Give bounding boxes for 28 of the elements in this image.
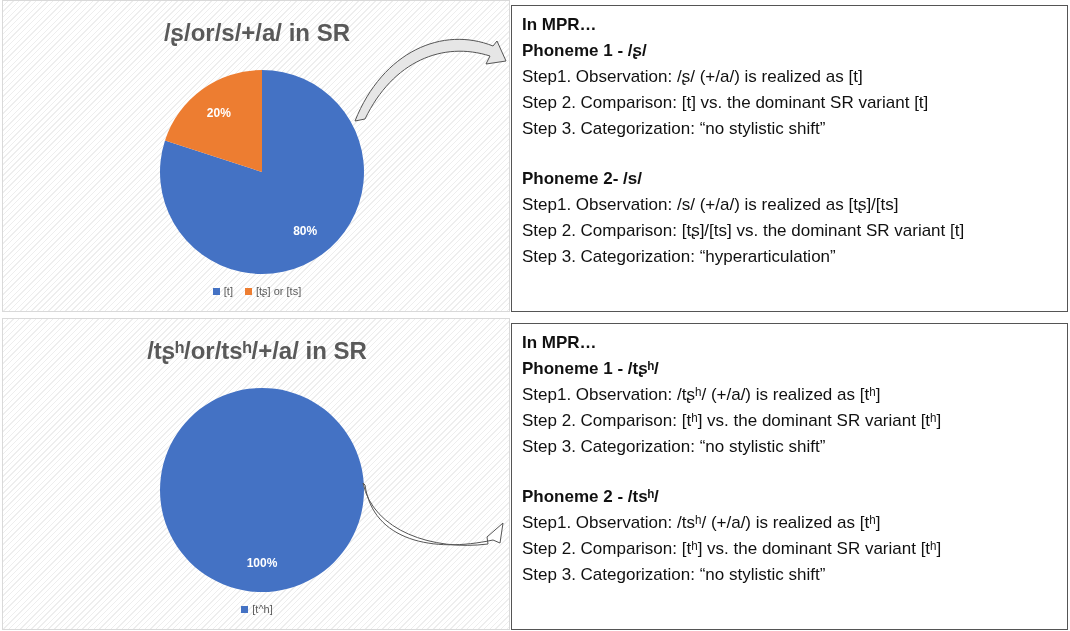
data-label: 100% [246, 556, 278, 571]
chart-title: /tʂʰ/or/tsʰ/+/a/ in SR [146, 337, 368, 365]
pie-slice [160, 70, 364, 274]
text: Step 3. Categorization: “no stylistic shift” [522, 118, 827, 140]
text: In MPR… [522, 14, 598, 36]
text: Step 3. Categorization: “no stylistic shift” [522, 436, 827, 458]
text: Phoneme 1 - /tʂʰ/ [522, 358, 660, 380]
text: Step1. Observation: /s/ (+/a/) is realized as [tʂ]/[ts] [522, 194, 900, 216]
text: Step1. Observation: /ʂ/ (+/a/) is realized as [t] [522, 66, 864, 88]
text: In MPR… [522, 332, 598, 354]
text: Phoneme 2 - /tsʰ/ [522, 486, 660, 508]
legend-label: [t^h] [251, 603, 273, 615]
text: Step 3. Categorization: “hyperarticulation” [522, 246, 837, 268]
text: Phoneme 2- /s/ [522, 168, 643, 190]
text: Step 3. Categorization: “no stylistic shift” [522, 564, 827, 586]
text: Step1. Observation: /tsʰ/ (+/a/) is realized as [tʰ] [522, 512, 882, 534]
text: Step 2. Comparison: [t] vs. the dominant SR variant [t] [522, 92, 930, 114]
data-label: 20% [206, 105, 232, 120]
text: Step 2. Comparison: [tʂ]/[ts] vs. the dominant SR variant [t] [522, 220, 966, 242]
legend-label: [t] [222, 285, 233, 297]
chart-title: /ʂ/or/s/+/a/ in SR [162, 19, 352, 47]
text: Step1. Observation: /tʂʰ/ (+/a/) is realized as [tʰ] [522, 384, 882, 406]
data-label: 80% [293, 224, 318, 239]
pie-slice [164, 70, 262, 172]
text: Step 2. Comparison: [tʰ] vs. the dominant SR variant [tʰ] [522, 410, 943, 432]
text: Phoneme 1 - /ʂ/ [522, 40, 648, 62]
legend-label: [tʂ] or [ts] [254, 285, 302, 297]
text: Step 2. Comparison: [tʰ] vs. the dominant SR variant [tʰ] [522, 538, 943, 560]
